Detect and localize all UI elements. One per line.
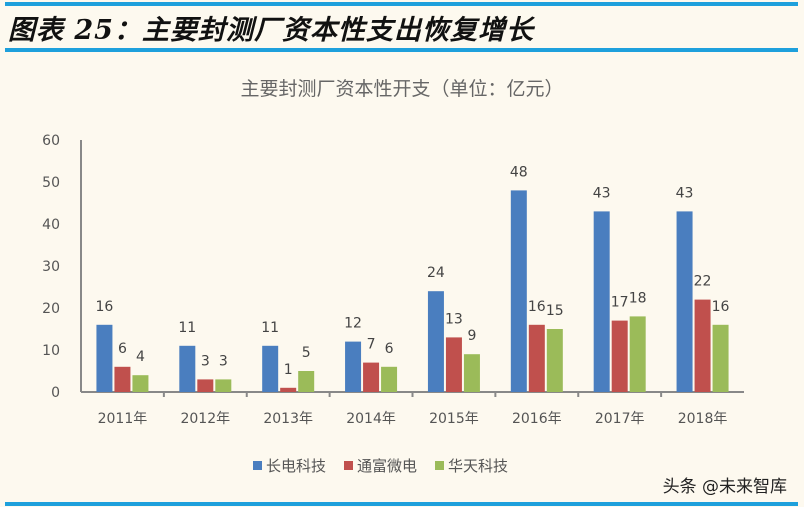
- legend-label: 华天科技: [448, 457, 509, 475]
- x-tick-label: 2012年: [180, 411, 230, 427]
- legend-item: 通富微电: [344, 455, 417, 476]
- legend-item: 长电科技: [253, 455, 326, 476]
- bottom-rule: [5, 502, 798, 506]
- bar: [381, 366, 398, 392]
- data-label: 18: [629, 290, 647, 306]
- bar: [179, 345, 196, 392]
- data-label: 4: [136, 349, 145, 365]
- legend-swatch: [253, 461, 262, 470]
- bar: [694, 299, 711, 392]
- bar: [96, 324, 113, 392]
- data-label: 3: [201, 353, 210, 369]
- data-label: 43: [593, 185, 611, 201]
- bar: [345, 341, 362, 392]
- bar: [676, 211, 693, 392]
- bar: [114, 366, 131, 392]
- y-tick-label: 40: [42, 217, 60, 233]
- legend-item: 华天科技: [435, 455, 508, 476]
- y-tick-label: 10: [42, 343, 60, 359]
- bar: [546, 329, 563, 392]
- x-tick-label: 2018年: [678, 411, 728, 427]
- data-label: 3: [219, 353, 228, 369]
- x-tick-label: 2017年: [595, 411, 645, 427]
- bar: [593, 211, 610, 392]
- x-tick-label: 2013年: [263, 411, 313, 427]
- watermark: 头条 @未来智库: [662, 477, 787, 497]
- data-label: 6: [118, 341, 127, 357]
- data-label: 24: [427, 265, 445, 281]
- bar: [427, 291, 444, 392]
- y-tick-label: 60: [42, 133, 60, 149]
- data-label: 22: [694, 274, 712, 290]
- bar: [611, 320, 628, 392]
- bar: [363, 362, 380, 392]
- y-tick-label: 30: [42, 259, 60, 275]
- x-tick-label: 2015年: [429, 411, 479, 427]
- bar: [262, 345, 279, 392]
- title-rule: [5, 48, 798, 52]
- figure-title: 图表 25：主要封测厂资本性支出恢复增长: [8, 15, 534, 46]
- data-label: 17: [611, 295, 629, 311]
- data-label: 16: [712, 299, 730, 315]
- legend-swatch: [344, 461, 354, 470]
- data-label: 48: [510, 164, 528, 180]
- y-tick-label: 0: [51, 385, 60, 401]
- data-label: 7: [367, 337, 376, 353]
- bar: [298, 371, 315, 392]
- bar: [510, 190, 527, 392]
- data-label: 5: [302, 345, 311, 361]
- bar: [712, 324, 729, 392]
- x-tick-label: 2014年: [346, 411, 396, 427]
- bar: [197, 379, 214, 392]
- chart-title: 主要封测厂资本性开支（单位：亿元）: [240, 78, 564, 100]
- x-tick-label: 2011年: [98, 411, 148, 427]
- bar: [528, 324, 545, 392]
- data-label: 1: [284, 362, 293, 378]
- data-label: 12: [344, 316, 362, 332]
- data-label: 15: [546, 303, 564, 319]
- data-label: 11: [261, 320, 279, 336]
- bar: [463, 354, 480, 392]
- data-label: 9: [467, 328, 476, 344]
- bar: [132, 375, 149, 392]
- legend: 长电科技 通富微电 华天科技: [253, 455, 508, 476]
- y-tick-label: 50: [42, 175, 60, 191]
- x-tick-label: 2016年: [512, 411, 562, 427]
- legend-swatch: [435, 461, 445, 470]
- legend-label: 通富微电: [357, 457, 418, 475]
- data-label: 16: [96, 299, 114, 315]
- data-label: 6: [385, 341, 394, 357]
- bar: [280, 387, 297, 392]
- legend-label: 长电科技: [266, 457, 327, 475]
- data-label: 43: [676, 185, 694, 201]
- bar: [215, 379, 232, 392]
- data-label: 13: [445, 311, 463, 327]
- bar: [445, 337, 462, 392]
- top-rule: [5, 2, 798, 6]
- data-label: 16: [528, 299, 546, 315]
- data-label: 11: [178, 320, 196, 336]
- bar: [629, 316, 646, 392]
- y-tick-label: 20: [42, 301, 60, 317]
